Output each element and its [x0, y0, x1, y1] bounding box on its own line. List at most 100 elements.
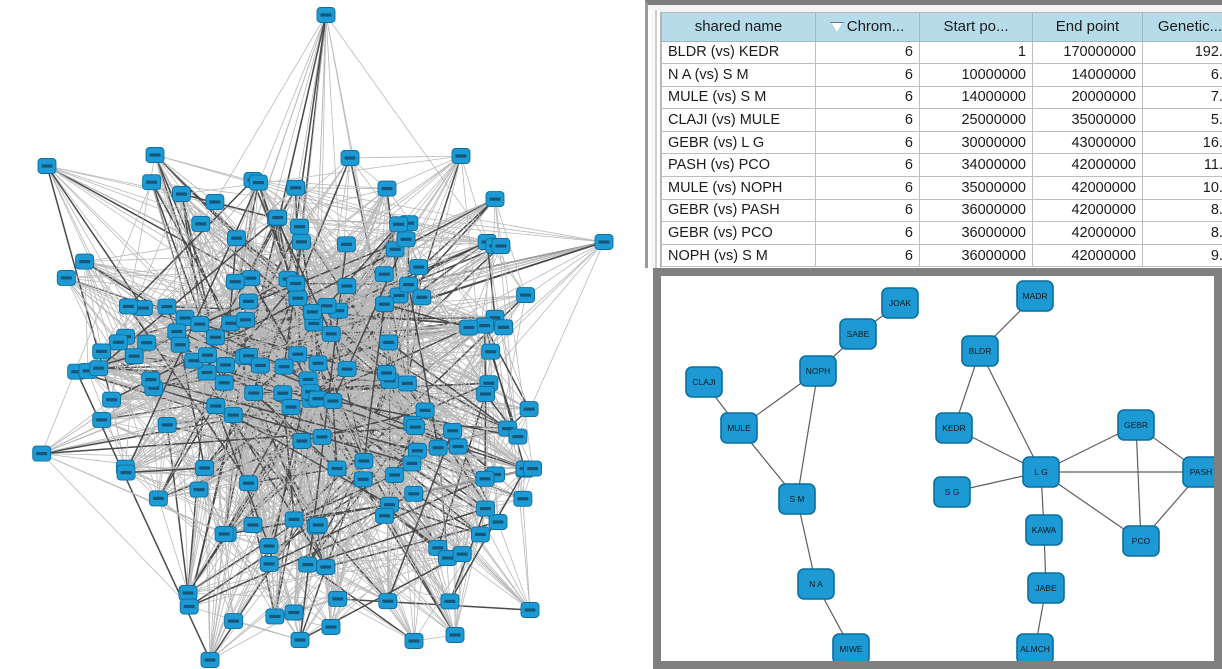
network-edge[interactable]: [275, 218, 332, 335]
node-shape[interactable]: [933, 476, 971, 508]
node-shape[interactable]: [935, 412, 973, 444]
network-edge[interactable]: [349, 157, 399, 225]
network-edge[interactable]: [98, 367, 168, 426]
table-vertical-scrollbar[interactable]: [648, 10, 660, 273]
network-edge[interactable]: [389, 351, 492, 505]
network-edge[interactable]: [153, 387, 292, 408]
edge-table[interactable]: shared name Chrom... Start po... End poi…: [661, 13, 1222, 268]
network-edge[interactable]: [268, 379, 309, 565]
network-edge[interactable]: [166, 187, 296, 307]
subnetwork-node-n-a[interactable]: N A: [797, 568, 835, 600]
network-edge[interactable]: [413, 493, 481, 536]
network-edge[interactable]: [437, 447, 451, 602]
network-edge[interactable]: [46, 165, 126, 337]
network-edge[interactable]: [150, 379, 365, 462]
column-header-end-point[interactable]: End point: [1032, 13, 1143, 42]
network-edge[interactable]: [258, 182, 385, 275]
subnetwork-node-claji[interactable]: CLAJI: [685, 366, 723, 398]
network-edge[interactable]: [214, 201, 485, 326]
network-edge[interactable]: [330, 478, 486, 628]
network-edge[interactable]: [111, 326, 504, 401]
network-edge[interactable]: [101, 351, 295, 520]
subnetwork-edge[interactable]: [796, 370, 819, 500]
network-edge[interactable]: [480, 295, 526, 535]
network-edge[interactable]: [293, 504, 390, 613]
network-edge[interactable]: [248, 482, 456, 636]
network-edge[interactable]: [330, 515, 385, 628]
network-edge[interactable]: [384, 303, 469, 329]
network-edge[interactable]: [125, 467, 254, 526]
network-edge[interactable]: [363, 383, 408, 462]
network-edge[interactable]: [386, 297, 423, 374]
network-edge[interactable]: [41, 453, 190, 607]
network-edge[interactable]: [150, 379, 159, 499]
network-edge[interactable]: [297, 245, 501, 299]
network-edge[interactable]: [253, 157, 351, 394]
network-edge[interactable]: [154, 154, 216, 203]
network-edge[interactable]: [41, 182, 152, 454]
subnetwork-node-kawa[interactable]: KAWA: [1025, 514, 1063, 546]
network-edge[interactable]: [101, 351, 456, 636]
subnetwork-node-sabe[interactable]: SABE: [839, 318, 877, 350]
network-edge[interactable]: [193, 360, 254, 526]
network-edge[interactable]: [338, 224, 399, 311]
column-header-chromosome[interactable]: Chrom...: [815, 13, 920, 42]
network-edge[interactable]: [84, 261, 89, 371]
network-edge[interactable]: [223, 533, 234, 622]
network-edge[interactable]: [407, 284, 439, 448]
network-edge[interactable]: [346, 188, 388, 245]
network-edge[interactable]: [387, 430, 454, 602]
network-edge[interactable]: [384, 304, 395, 476]
network-edge[interactable]: [233, 468, 338, 622]
network-edge[interactable]: [336, 450, 418, 469]
network-edge[interactable]: [181, 155, 462, 195]
subnetwork-node-almch[interactable]: ALMCH: [1016, 633, 1054, 661]
network-edge[interactable]: [150, 378, 418, 452]
network-edge[interactable]: [187, 460, 365, 594]
subnetwork-edge[interactable]: [979, 350, 1042, 473]
subnetwork-node-l-g[interactable]: L G: [1022, 456, 1060, 488]
network-edge[interactable]: [214, 14, 327, 203]
network-edge[interactable]: [125, 356, 135, 468]
network-edge[interactable]: [204, 467, 295, 613]
node-shape[interactable]: [1182, 456, 1214, 488]
network-edge[interactable]: [233, 620, 301, 641]
network-edge[interactable]: [41, 382, 225, 454]
network-edge[interactable]: [484, 393, 487, 479]
column-header-genetic-distance[interactable]: Genetic...: [1142, 13, 1222, 42]
network-edge[interactable]: [181, 193, 277, 220]
network-edge[interactable]: [411, 463, 533, 469]
network-edge[interactable]: [65, 277, 301, 641]
network-edge[interactable]: [307, 241, 488, 380]
network-edge[interactable]: [65, 277, 155, 389]
network-edge[interactable]: [293, 474, 395, 521]
network-edge[interactable]: [413, 493, 531, 611]
network-edge[interactable]: [166, 424, 276, 617]
network-edge[interactable]: [248, 284, 409, 302]
subnetwork-node-miwe[interactable]: MIWE: [832, 633, 870, 661]
network-edge[interactable]: [295, 187, 426, 411]
network-edge[interactable]: [287, 278, 490, 384]
node-shape[interactable]: [799, 355, 837, 387]
network-edge[interactable]: [236, 182, 259, 239]
network-edge[interactable]: [200, 223, 504, 328]
network-edge[interactable]: [125, 467, 205, 474]
network-edge[interactable]: [330, 333, 365, 462]
network-edge[interactable]: [349, 155, 462, 159]
network-edge[interactable]: [317, 450, 418, 526]
network-edge[interactable]: [337, 598, 531, 611]
network-edge[interactable]: [143, 223, 202, 309]
network-edge[interactable]: [236, 237, 348, 287]
edge-table-scroll-area[interactable]: shared name Chrom... Start po... End poi…: [660, 12, 1222, 268]
network-edge[interactable]: [98, 336, 216, 369]
node-shape[interactable]: [685, 366, 723, 398]
full-network-canvas[interactable]: [0, 0, 645, 669]
network-edge[interactable]: [223, 533, 301, 641]
